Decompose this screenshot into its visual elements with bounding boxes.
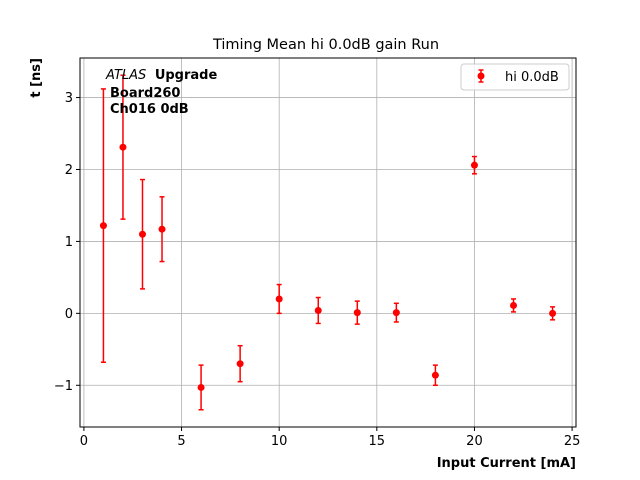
x-tick-label: 25 <box>564 434 581 449</box>
data-point <box>138 230 146 238</box>
y-tick-label: 2 <box>65 163 73 178</box>
x-tick-label: 5 <box>177 434 185 449</box>
y-tick-label: −1 <box>54 379 73 394</box>
data-point <box>119 143 127 151</box>
y-tick-label: 0 <box>65 307 73 322</box>
channel-label: Ch016 0dB <box>110 102 189 117</box>
legend-marker <box>477 72 485 80</box>
data-point <box>470 161 478 169</box>
y-tick-label: 3 <box>65 91 73 106</box>
x-tick-label: 10 <box>271 434 288 449</box>
legend: hi 0.0dB <box>460 63 570 91</box>
y-tick-label: 1 <box>65 235 73 250</box>
svg-text:ATLAS Upgrade: ATLAS Upgrade <box>105 68 217 83</box>
x-tick-label: 15 <box>369 434 386 449</box>
data-point <box>431 371 439 379</box>
chart-title: Timing Mean hi 0.0dB gain Run <box>212 37 439 53</box>
data-series <box>99 74 557 411</box>
x-tick-label: 20 <box>466 434 483 449</box>
grid-lines <box>80 58 576 427</box>
data-point <box>197 383 205 391</box>
data-point <box>353 309 361 317</box>
x-axis-label: Input Current [mA] <box>437 456 576 471</box>
data-point <box>236 360 244 368</box>
board-label: Board260 <box>110 86 180 101</box>
axis-ticks: 0 5 10 15 20 25 −1 0 1 2 3 <box>54 91 581 449</box>
data-point <box>392 309 400 317</box>
data-point <box>158 225 166 233</box>
y-axis-label: t [ns] <box>29 58 44 98</box>
data-point <box>549 309 557 317</box>
x-tick-label: 0 <box>80 434 88 449</box>
data-point <box>510 301 518 309</box>
data-point <box>99 222 107 230</box>
atlas-annotation: ATLAS Upgrade Board260 Ch016 0dB <box>105 68 217 117</box>
plot-frame <box>79 57 577 428</box>
data-point <box>275 295 283 303</box>
atlas-label: ATLAS <box>105 68 146 83</box>
upgrade-label: Upgrade <box>155 68 218 83</box>
data-point <box>314 306 322 314</box>
legend-box <box>460 63 570 91</box>
legend-label: hi 0.0dB <box>505 70 559 85</box>
